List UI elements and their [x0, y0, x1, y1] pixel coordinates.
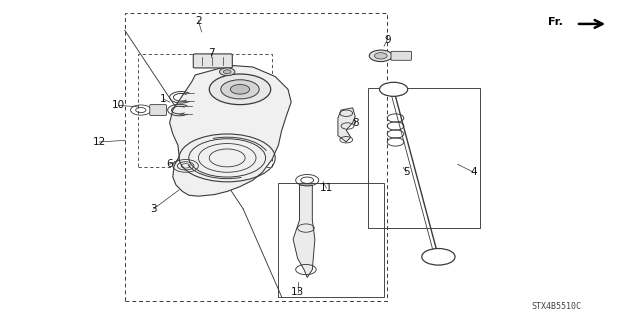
Polygon shape	[170, 65, 291, 196]
Bar	[138, 54, 272, 167]
FancyBboxPatch shape	[193, 54, 232, 68]
Circle shape	[221, 80, 259, 99]
FancyBboxPatch shape	[391, 51, 412, 60]
Text: 7: 7	[208, 48, 214, 58]
Text: 9: 9	[384, 35, 390, 45]
Circle shape	[230, 85, 250, 94]
Text: 8: 8	[352, 118, 358, 128]
Text: 10: 10	[112, 100, 125, 110]
Circle shape	[369, 50, 392, 62]
Circle shape	[209, 74, 271, 105]
Circle shape	[374, 53, 387, 59]
Text: 3: 3	[150, 204, 157, 214]
Text: STX4B5510C: STX4B5510C	[532, 302, 582, 311]
Circle shape	[380, 82, 408, 96]
Bar	[125, 13, 387, 301]
Circle shape	[223, 70, 231, 74]
Text: 13: 13	[291, 287, 304, 297]
Bar	[278, 183, 384, 297]
Text: 2: 2	[195, 16, 202, 26]
Polygon shape	[293, 185, 315, 278]
Text: 11: 11	[320, 183, 333, 193]
Text: 6: 6	[166, 159, 173, 169]
Circle shape	[220, 68, 235, 76]
Polygon shape	[338, 108, 355, 142]
Text: 12: 12	[93, 137, 106, 147]
Text: 4: 4	[470, 167, 477, 177]
Text: 1: 1	[160, 94, 166, 104]
Circle shape	[422, 249, 455, 265]
Bar	[368, 88, 480, 228]
FancyBboxPatch shape	[150, 105, 166, 115]
Text: Fr.: Fr.	[548, 17, 563, 27]
Text: 5: 5	[403, 167, 410, 177]
